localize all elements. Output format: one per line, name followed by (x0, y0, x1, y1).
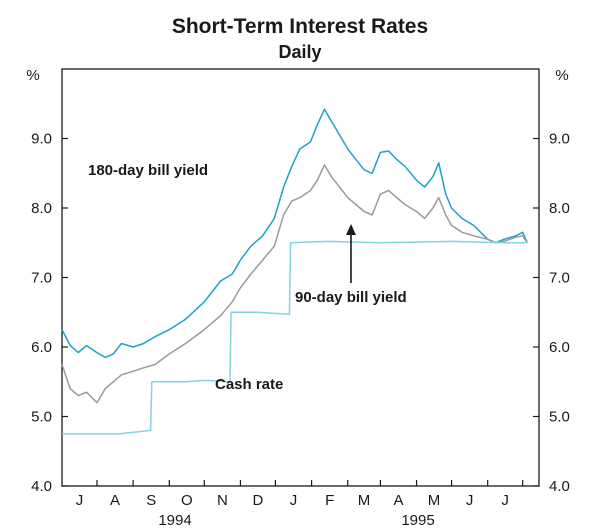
x-tick-label: J (466, 492, 474, 509)
x-tick-label: F (325, 492, 334, 509)
x-tick-label: A (393, 492, 403, 509)
x-tick-label: M (358, 492, 371, 509)
y-tick-label-left: 5.0 (31, 409, 52, 426)
chart-title: Short-Term Interest Rates (172, 15, 428, 38)
chart-subtitle: Daily (278, 42, 321, 62)
x-tick-label: J (290, 492, 298, 509)
x-tick-label: N (217, 492, 228, 509)
series-line (62, 240, 528, 435)
y-tick-label-left: 6.0 (31, 339, 52, 356)
y-axis-ticks: 4.0 4.0 5.0 5.0 6.0 6.0 7.0 7.0 8.0 8.0 9.0 9.0 (31, 131, 570, 496)
y-tick-label-right: 5.0 (549, 409, 570, 426)
y-unit-left: % (26, 67, 39, 84)
y-unit-right: % (555, 67, 568, 84)
annotation-arrow-head (346, 224, 356, 235)
y-tick-label-left: 9.0 (31, 131, 52, 148)
y-tick-label-right: 9.0 (549, 131, 570, 148)
x-year-label: 1995 (401, 512, 434, 529)
series-line (61, 164, 528, 404)
series-line (61, 108, 528, 359)
x-tick-label: J (76, 492, 84, 509)
x-tick-label: J (501, 492, 509, 509)
annotation-90-day: 90-day bill yield (295, 289, 407, 306)
x-year-label: 1994 (158, 512, 191, 529)
plot-frame (61, 68, 540, 487)
x-tick-label: M (428, 492, 441, 509)
series-layer (61, 108, 528, 435)
x-tick-label: A (110, 492, 120, 509)
x-tick-label: S (146, 492, 156, 509)
y-tick-label-left: 7.0 (31, 270, 52, 287)
x-tick-label: D (253, 492, 264, 509)
x-axis-ticks: J A S O N D J F M A M J J 1994 1995 (76, 480, 524, 529)
annotation-cash-rate: Cash rate (215, 376, 283, 393)
annotation-180-day: 180-day bill yield (88, 162, 208, 179)
y-tick-label-left: 8.0 (31, 200, 52, 217)
y-tick-label-right: 6.0 (549, 339, 570, 356)
y-tick-label-right: 4.0 (549, 478, 570, 495)
x-tick-label: O (181, 492, 193, 509)
y-tick-label-left: 4.0 (31, 478, 52, 495)
y-tick-label-right: 8.0 (549, 200, 570, 217)
y-tick-label-right: 7.0 (549, 270, 570, 287)
